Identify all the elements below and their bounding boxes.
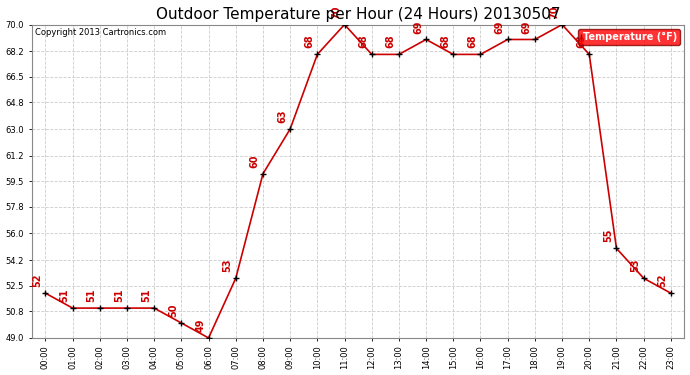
Text: 68: 68 bbox=[576, 35, 586, 48]
Text: 51: 51 bbox=[114, 289, 124, 302]
Text: 70: 70 bbox=[549, 5, 559, 19]
Text: 52: 52 bbox=[658, 274, 668, 287]
Text: 68: 68 bbox=[467, 35, 477, 48]
Text: 70: 70 bbox=[331, 5, 342, 19]
Text: 51: 51 bbox=[59, 289, 70, 302]
Text: 63: 63 bbox=[277, 110, 287, 123]
Text: 69: 69 bbox=[495, 20, 504, 33]
Text: 55: 55 bbox=[603, 229, 613, 242]
Text: 69: 69 bbox=[413, 20, 423, 33]
Text: 68: 68 bbox=[359, 35, 368, 48]
Text: 50: 50 bbox=[168, 303, 178, 317]
Legend: Temperature (°F): Temperature (°F) bbox=[578, 29, 680, 45]
Text: 60: 60 bbox=[250, 154, 260, 168]
Text: Copyright 2013 Cartronics.com: Copyright 2013 Cartronics.com bbox=[35, 28, 166, 37]
Text: 68: 68 bbox=[386, 35, 396, 48]
Text: 69: 69 bbox=[522, 20, 532, 33]
Text: 68: 68 bbox=[304, 35, 314, 48]
Text: 49: 49 bbox=[195, 318, 206, 332]
Text: 51: 51 bbox=[87, 289, 97, 302]
Text: 52: 52 bbox=[32, 274, 42, 287]
Text: 68: 68 bbox=[440, 35, 450, 48]
Text: 53: 53 bbox=[631, 259, 640, 272]
Title: Outdoor Temperature per Hour (24 Hours) 20130507: Outdoor Temperature per Hour (24 Hours) … bbox=[156, 7, 560, 22]
Text: 51: 51 bbox=[141, 289, 151, 302]
Text: 53: 53 bbox=[223, 259, 233, 272]
